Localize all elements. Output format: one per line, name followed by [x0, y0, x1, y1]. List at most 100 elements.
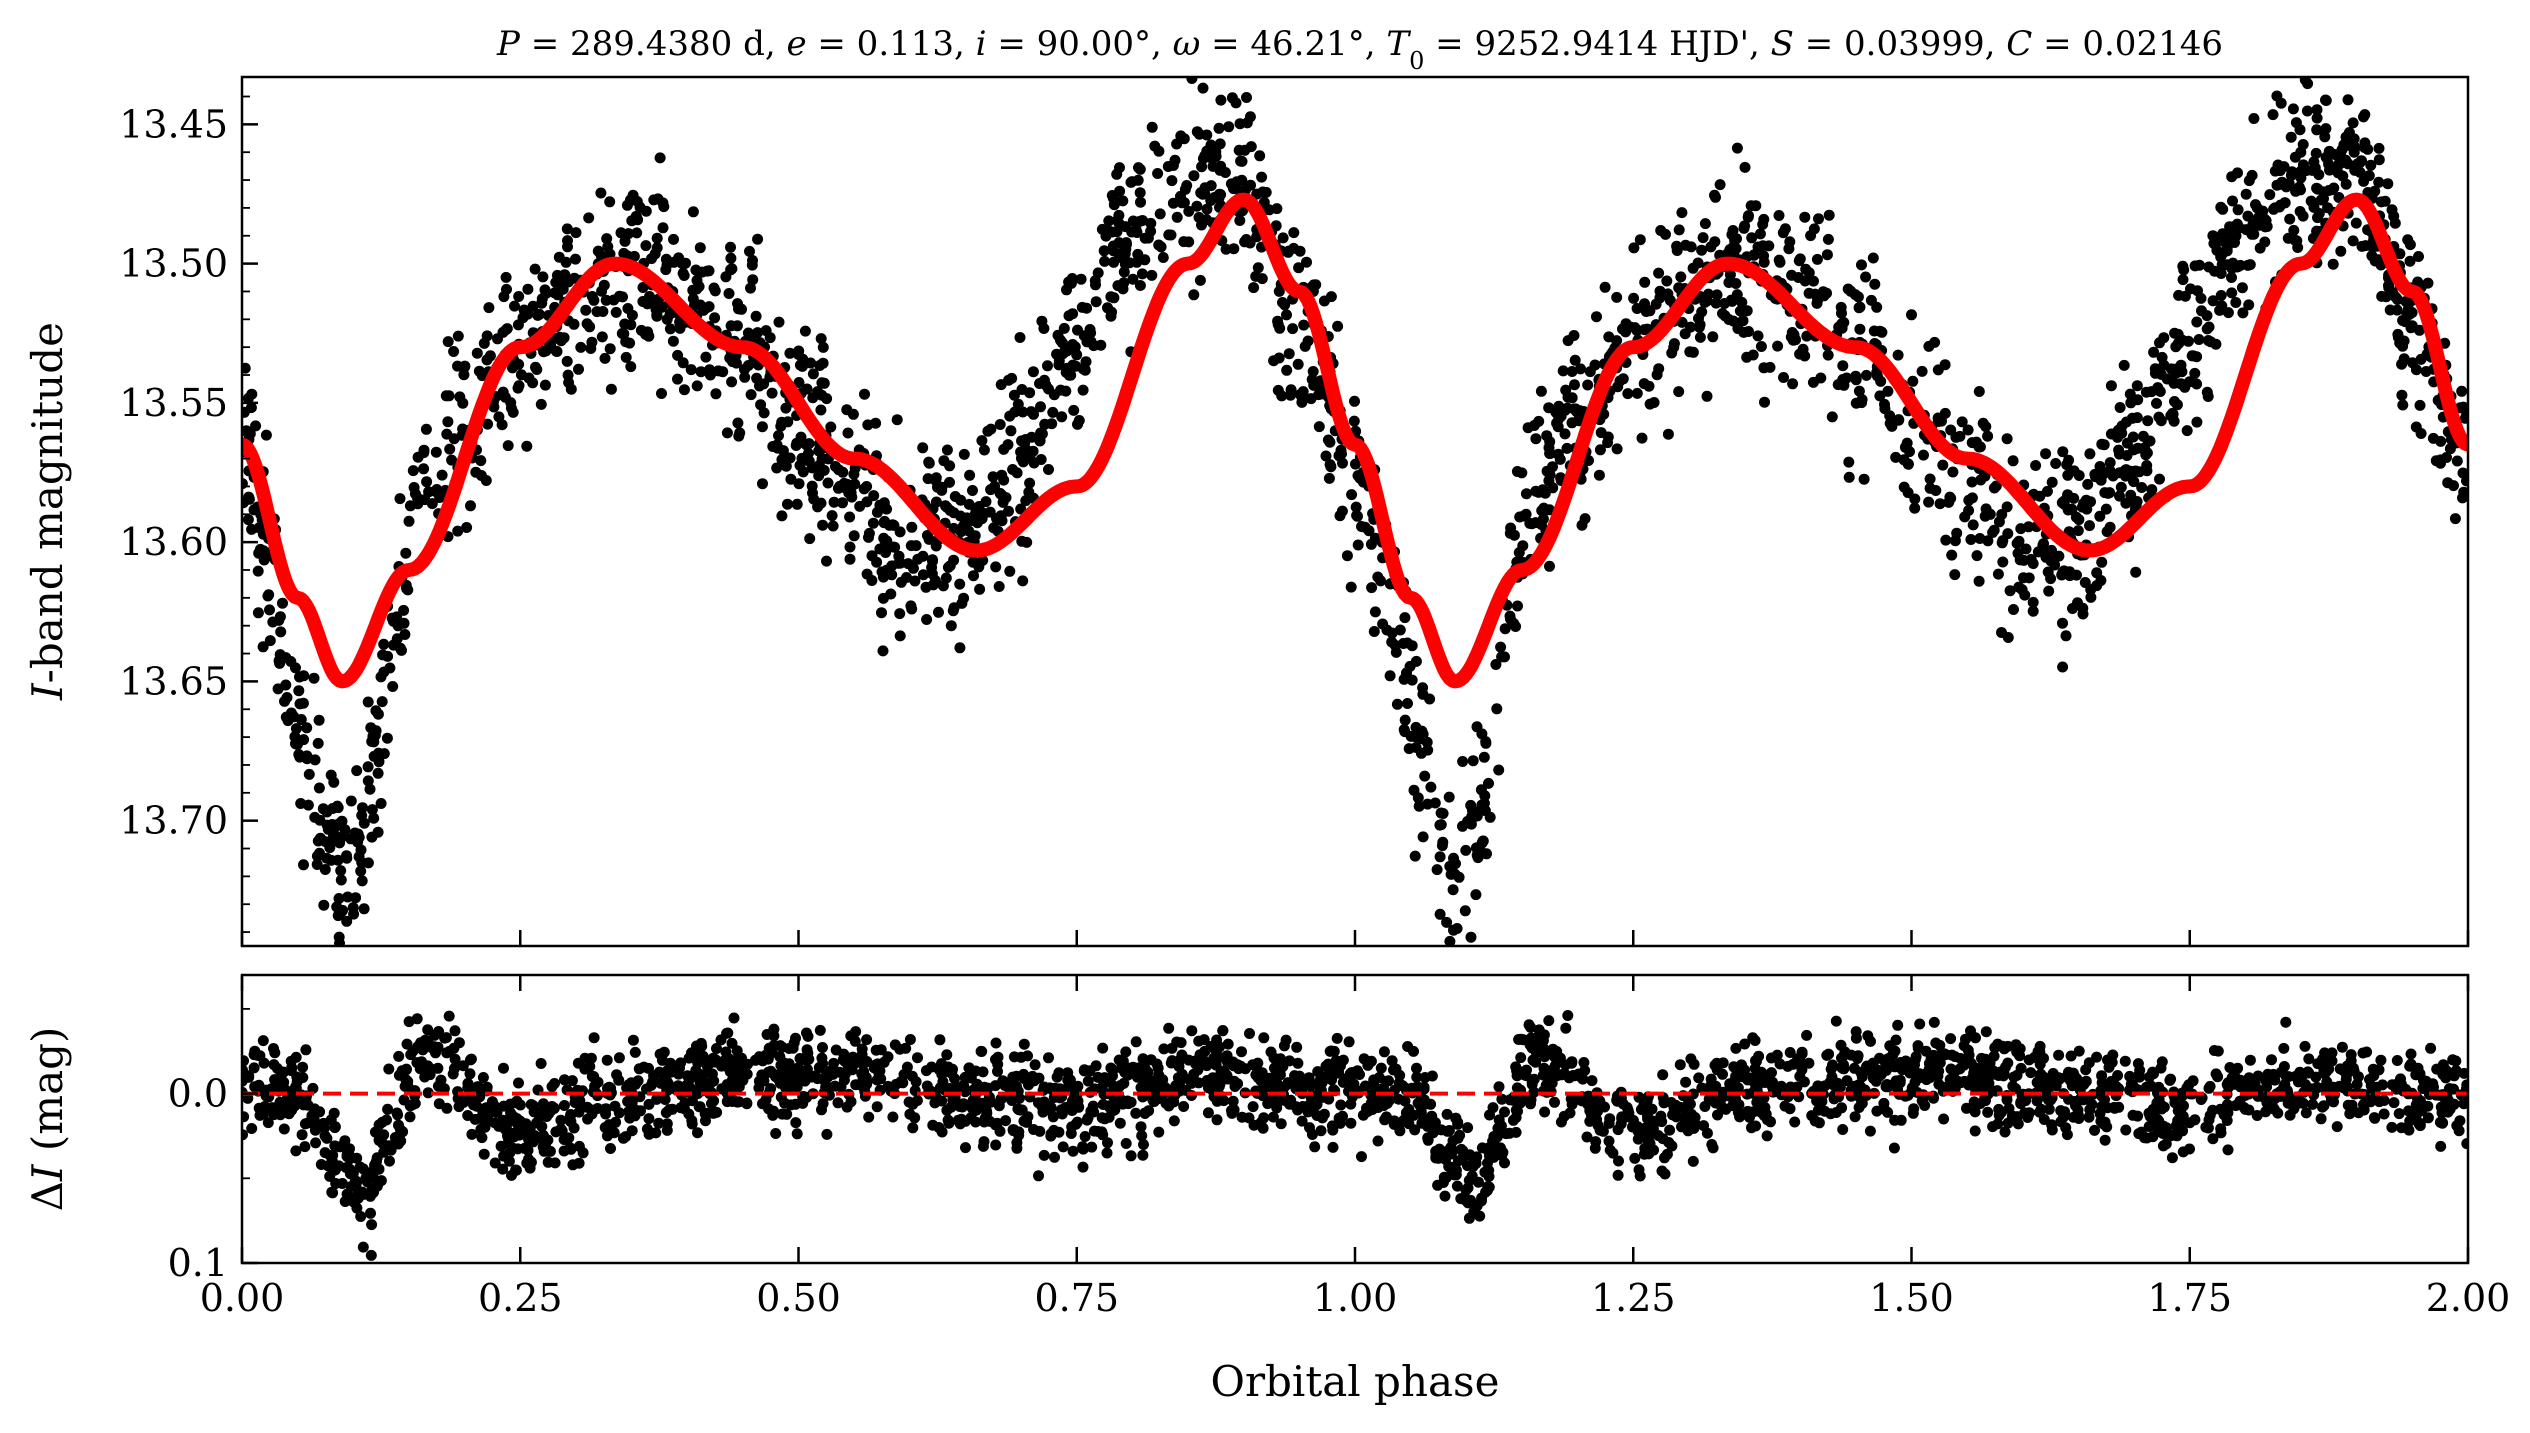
residual-point: [708, 1053, 719, 1064]
observed-point: [540, 380, 551, 391]
observed-point: [1457, 756, 1468, 767]
residual-point: [1851, 1033, 1862, 1044]
residual-point: [555, 1115, 566, 1126]
observed-point: [562, 356, 573, 367]
observed-point: [1020, 434, 1031, 445]
residual-point: [1938, 1114, 1949, 1125]
observed-point: [552, 289, 563, 300]
observed-point: [1215, 138, 1226, 149]
residual-point: [1153, 1127, 1164, 1138]
observed-point: [2351, 218, 2362, 229]
observed-point: [1042, 360, 1053, 371]
observed-point: [627, 310, 638, 321]
residual-point: [1444, 1125, 1455, 1136]
observed-point: [2191, 417, 2202, 428]
observed-point: [2128, 476, 2139, 487]
observed-point: [1273, 385, 1284, 396]
observed-point: [1899, 482, 1910, 493]
residual-point: [803, 1031, 814, 1042]
observed-point: [1688, 347, 1699, 358]
residual-point: [1328, 1142, 1339, 1153]
observed-point: [1097, 224, 1108, 235]
observed-point: [1295, 389, 1306, 400]
residual-point: [346, 1181, 357, 1192]
residual-point: [1998, 1070, 2009, 1081]
observed-point: [1325, 461, 1336, 472]
residual-point: [300, 1044, 311, 1055]
observed-point: [1812, 254, 1823, 265]
observed-point: [821, 556, 832, 567]
observed-point: [1409, 785, 1420, 796]
residual-point: [1908, 1103, 1919, 1114]
observed-point: [2103, 488, 2114, 499]
top-ylabel-part: I: [23, 682, 72, 701]
observed-point: [1407, 640, 1418, 651]
residual-point: [1102, 1148, 1113, 1159]
observed-point: [378, 667, 389, 678]
observed-point: [757, 478, 768, 489]
residual-point: [392, 1109, 403, 1120]
residual-point: [462, 1110, 473, 1121]
observed-point: [1053, 359, 1064, 370]
observed-point: [2423, 278, 2434, 289]
residual-point: [638, 1062, 649, 1073]
residual-point: [1838, 1063, 1849, 1074]
observed-point: [368, 736, 379, 747]
residual-point: [393, 1051, 404, 1062]
residual-point: [1527, 1043, 1538, 1054]
observed-point: [692, 380, 703, 391]
observed-point: [1007, 464, 1018, 475]
observed-point: [301, 750, 312, 761]
observed-point: [293, 685, 304, 696]
observed-point: [1068, 405, 1079, 416]
observed-point: [2132, 380, 2143, 391]
observed-point: [1530, 433, 1541, 444]
observed-point: [1709, 190, 1720, 201]
observed-point: [312, 851, 323, 862]
residual-point: [1203, 1107, 1214, 1118]
observed-point: [336, 832, 347, 843]
residual-point: [2428, 1082, 2439, 1093]
observed-point: [437, 470, 448, 481]
observed-point: [1563, 335, 1574, 346]
observed-point: [1997, 557, 2008, 568]
residual-point: [1982, 1107, 1993, 1118]
observed-point: [2328, 259, 2339, 270]
observed-point: [2105, 522, 2116, 533]
observed-point: [453, 331, 464, 342]
observed-point: [1088, 340, 1099, 351]
observed-point: [277, 598, 288, 609]
observed-point: [2295, 184, 2306, 195]
observed-point: [1903, 458, 1914, 469]
observed-point: [2024, 572, 2035, 583]
observed-point: [2232, 219, 2243, 230]
observed-point: [815, 405, 826, 416]
observed-point: [1399, 724, 1410, 735]
observed-point: [1774, 255, 1785, 266]
observed-point: [1860, 272, 1871, 283]
observed-point: [404, 516, 415, 527]
residual-point: [441, 1103, 452, 1114]
observed-point: [1702, 391, 1713, 402]
observed-point: [1472, 721, 1483, 732]
observed-point: [1585, 366, 1596, 377]
observed-point: [1500, 623, 1511, 634]
observed-point: [333, 818, 344, 829]
residual-point: [393, 1139, 404, 1150]
observed-point: [1466, 932, 1477, 943]
observed-point: [2043, 586, 2054, 597]
observed-point: [573, 364, 584, 375]
observed-point: [1757, 219, 1768, 230]
residual-point: [1033, 1170, 1044, 1181]
observed-point: [673, 252, 684, 263]
residual-point: [1131, 1036, 1142, 1047]
observed-point: [283, 715, 294, 726]
residual-point: [1675, 1059, 1686, 1070]
residual-point: [238, 1111, 249, 1122]
observed-point: [279, 696, 290, 707]
observed-point: [1836, 308, 1847, 319]
residual-point: [549, 1078, 560, 1089]
observed-point: [2030, 460, 2041, 471]
residual-point: [449, 1063, 460, 1074]
observed-point: [2355, 157, 2366, 168]
